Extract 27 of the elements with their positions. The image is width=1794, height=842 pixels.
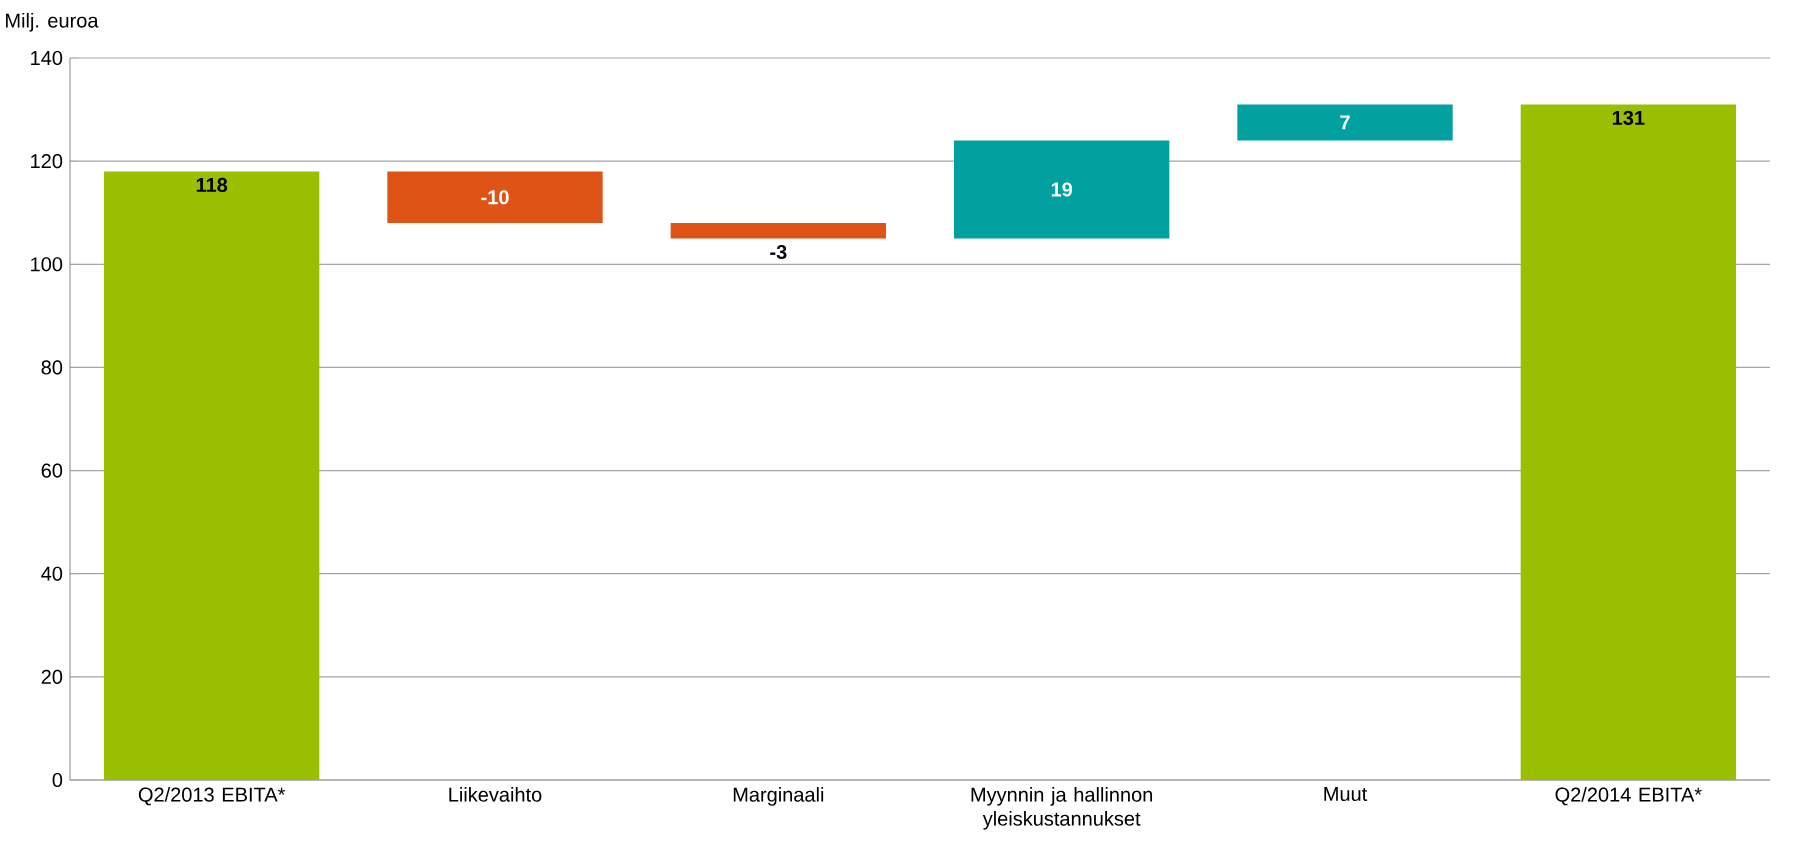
data-label: 7 — [1340, 115, 1350, 130]
bar — [1520, 104, 1736, 780]
data-label: 118 — [196, 177, 228, 193]
data-label: -3 — [770, 244, 787, 260]
x-tick-label: Q2/2013 EBITA* — [138, 787, 286, 806]
bar — [387, 171, 603, 224]
y-tick-label: 20 — [41, 669, 63, 684]
y-tick-label: 0 — [52, 772, 63, 788]
x-tick-label: Liikevaihto — [449, 787, 542, 802]
data-label: 131 — [1612, 110, 1645, 125]
bar — [1237, 104, 1453, 141]
x-tick-label: Marginaali — [733, 787, 824, 806]
bar — [670, 223, 886, 239]
bar — [954, 140, 1170, 239]
x-tick-label: Muut — [1324, 787, 1368, 802]
bar — [104, 171, 320, 780]
y-tick-label: 120 — [31, 154, 63, 169]
y-tick-label: 140 — [31, 50, 63, 66]
data-label: 19 — [1051, 182, 1073, 197]
y-axis-title: Milj. euroa — [6, 12, 99, 32]
y-tick-label: 80 — [41, 360, 63, 375]
x-tick-label: Myynnin ja hallinnon yleiskustannukset — [971, 787, 1153, 830]
y-tick-label: 100 — [31, 257, 63, 272]
y-tick-label: 40 — [41, 566, 63, 581]
data-label: -10 — [481, 190, 509, 205]
y-tick-label: 60 — [41, 463, 63, 478]
x-tick-label: Q2/2014 EBITA* — [1555, 787, 1702, 806]
